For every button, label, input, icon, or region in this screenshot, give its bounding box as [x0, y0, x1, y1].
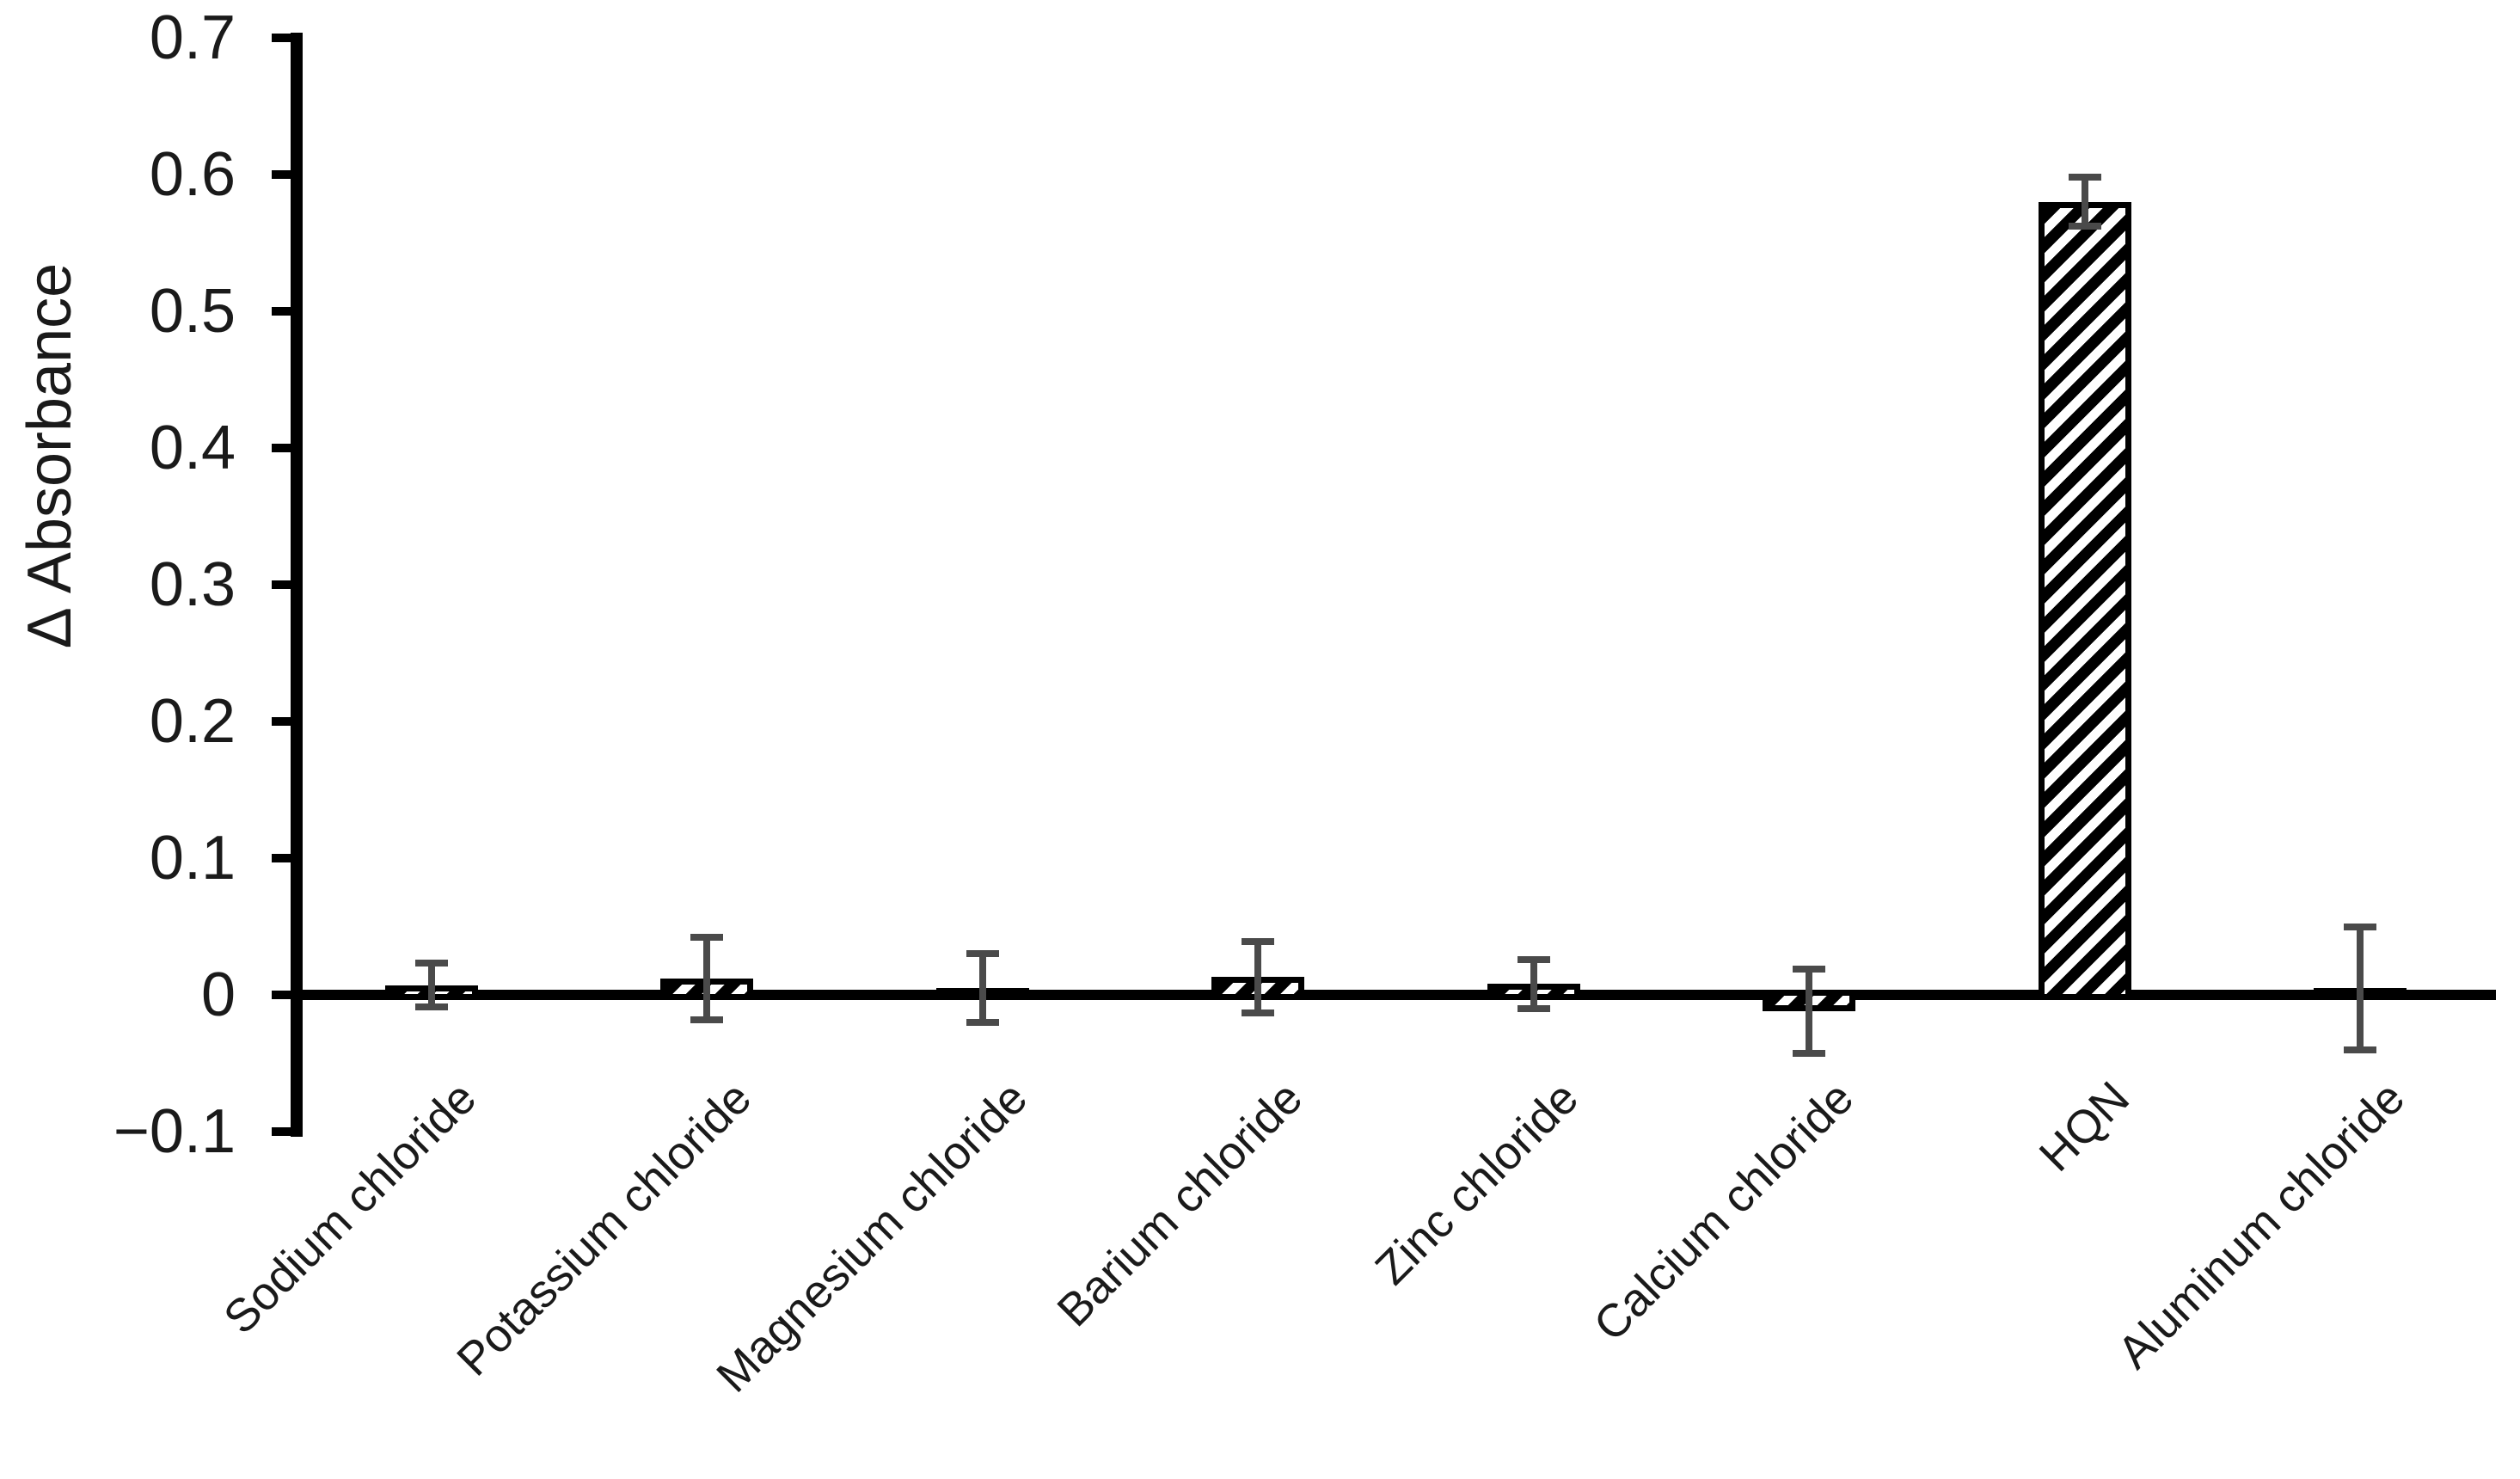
error-bar-cap — [1242, 1009, 1275, 1016]
x-category-label-calcium-chloride: Calcium chloride — [1584, 1071, 1864, 1352]
error-bar-cap — [690, 1016, 724, 1023]
error-bar-potassium-chloride — [703, 937, 711, 1020]
error-bar-cap — [1242, 937, 1275, 945]
error-bar-cap — [2344, 1046, 2376, 1053]
y-tick-label: 0.7 — [149, 3, 236, 72]
x-category-label-potassium-chloride: Potassium chloride — [447, 1071, 762, 1386]
y-tick-label: 0.1 — [149, 824, 236, 893]
y-tick-mark — [272, 34, 303, 42]
x-category-label-aluminum-chloride: Aluminum chloride — [2107, 1071, 2415, 1379]
x-category-label-hqn: HQN — [2029, 1071, 2139, 1181]
error-bar-cap — [966, 1018, 999, 1026]
x-category-label-magnesium-chloride: Magnesium chloride — [706, 1071, 1037, 1402]
error-bar-hqn — [2081, 177, 2088, 227]
error-bar-cap — [1517, 955, 1550, 963]
error-bar-zinc-chloride — [1530, 959, 1537, 1009]
error-bar-sodium-chloride — [428, 963, 435, 1008]
y-tick-label: 0 — [200, 960, 236, 1029]
y-tick-label: −0.1 — [113, 1097, 236, 1166]
y-tick-label: 0.4 — [149, 414, 236, 482]
error-bar-cap — [1517, 1004, 1550, 1012]
error-bar-cap — [690, 934, 724, 942]
error-bar-cap — [1793, 965, 1826, 973]
y-tick-mark — [272, 991, 303, 999]
y-tick-mark — [272, 854, 303, 862]
x-category-label-zinc-chloride: Zinc chloride — [1364, 1071, 1588, 1295]
y-tick-label: 0.2 — [149, 687, 236, 756]
error-bar-cap — [2068, 223, 2101, 230]
y-tick-mark — [272, 1127, 303, 1136]
x-category-label-sodium-chloride: Sodium chloride — [213, 1071, 487, 1344]
error-bar-magnesium-chloride — [978, 954, 986, 1022]
error-bar-cap — [1793, 1050, 1826, 1058]
error-bar-barium-chloride — [1254, 941, 1262, 1013]
y-tick-label: 0.6 — [149, 140, 236, 209]
error-bar-aluminum-chloride — [2357, 926, 2364, 1050]
y-tick-mark — [272, 580, 303, 589]
x-axis-line — [291, 990, 2496, 1000]
y-tick-label: 0.5 — [149, 277, 236, 346]
error-bar-cap — [2344, 923, 2376, 930]
bar-hqn — [2038, 201, 2131, 1000]
y-tick-label: 0.3 — [149, 550, 236, 619]
error-bar-cap — [966, 950, 999, 958]
error-bar-cap — [2068, 174, 2101, 181]
y-tick-mark — [272, 444, 303, 452]
error-bar-cap — [415, 960, 448, 967]
error-bar-calcium-chloride — [1806, 968, 1813, 1054]
y-axis-title: Δ Absorbance — [15, 262, 84, 649]
error-bar-cap — [415, 1003, 448, 1011]
x-category-label-barium-chloride: Barium chloride — [1047, 1071, 1313, 1337]
y-tick-mark — [272, 170, 303, 179]
y-tick-mark — [272, 717, 303, 726]
y-tick-mark — [272, 307, 303, 316]
